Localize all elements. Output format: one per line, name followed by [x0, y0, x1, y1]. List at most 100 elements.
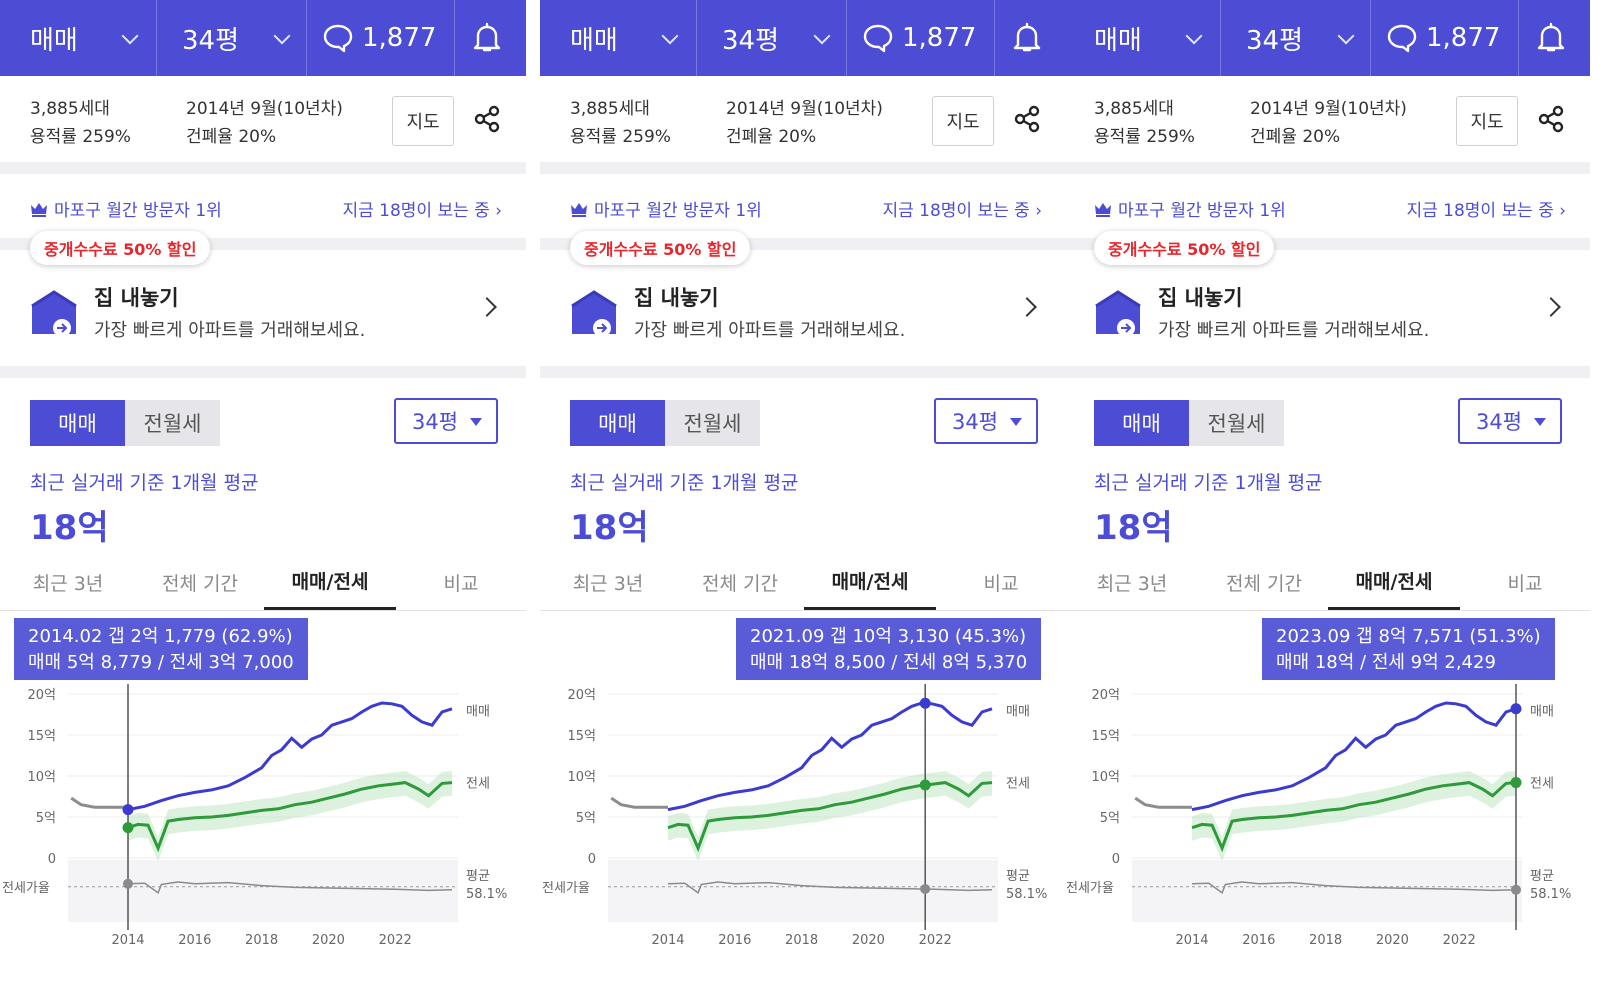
average-label: 평균: [1006, 869, 1030, 884]
build-date: 2014년 9월(10년차): [1250, 99, 1407, 119]
average-price: 18억: [570, 508, 649, 548]
divider: [846, 0, 847, 76]
price-basis-label: 최근 실거래 기준 1개월 평균: [570, 472, 799, 494]
tooltip-gap-line: 2014.02 갭 2억 1,779 (62.9%): [28, 626, 293, 647]
tab-sale-jeonse[interactable]: 매매/전세: [804, 554, 936, 610]
divider: [306, 0, 307, 76]
average-price: 18억: [30, 508, 109, 548]
live-viewers-link[interactable]: 지금 18명이 보는 중 ›: [1406, 196, 1566, 221]
dropdown-arrow-icon: [1010, 418, 1022, 426]
notification-button[interactable]: [472, 0, 502, 76]
notification-button[interactable]: [1012, 0, 1042, 76]
size-selector[interactable]: 34평: [1246, 0, 1303, 76]
toggle-sale[interactable]: 매매: [570, 400, 665, 446]
price-basis-label: 최근 실거래 기준 1개월 평균: [30, 472, 259, 494]
chevron-right-icon: [1017, 297, 1037, 317]
chevron-down-icon: [121, 27, 139, 45]
live-viewers-text: 지금 18명이 보는 중: [342, 201, 490, 221]
visitor-rank-text: 마포구 월간 방문자 1위: [1118, 201, 1286, 221]
deal-type-selector[interactable]: 매매: [30, 0, 78, 76]
toggle-rent[interactable]: 전월세: [683, 412, 742, 436]
jeonse-marker: [122, 822, 134, 834]
tab-compare[interactable]: 비교: [443, 572, 479, 595]
list-home-banner[interactable]: 집 내놓기 가장 빠르게 아파트를 거래해보세요.: [1064, 270, 1590, 366]
sale-marker: [919, 697, 931, 709]
size-dropdown[interactable]: 34평: [934, 398, 1038, 444]
price-chart[interactable]: 20억 15억 10억 5억 0 2014 2016 2018 2020 2022 전세가율 평균 58…: [1064, 684, 1590, 954]
live-viewers-link[interactable]: 지금 18명이 보는 중 ›: [882, 196, 1042, 221]
deal-type-label: 매매: [570, 25, 618, 56]
share-icon[interactable]: [1012, 104, 1042, 134]
list-home-banner[interactable]: 집 내놓기 가장 빠르게 아파트를 거래해보세요.: [0, 270, 526, 366]
map-button[interactable]: 지도: [1456, 96, 1518, 146]
y-tick-label: 10억: [27, 770, 56, 785]
tab-recent-3y[interactable]: 최근 3년: [32, 572, 104, 595]
commission-discount-badge: 중개수수료 50% 할인: [30, 231, 211, 265]
chevron-down-icon: [813, 27, 831, 45]
chart-tooltip: 2014.02 갭 2억 1,779 (62.9%) 매매 5억 8,779 /…: [14, 618, 308, 680]
size-dropdown-value: 34평: [412, 410, 459, 434]
size-selector[interactable]: 34평: [182, 0, 239, 76]
tab-recent-3y[interactable]: 최근 3년: [1096, 572, 1168, 595]
size-dropdown[interactable]: 34평: [1458, 398, 1562, 444]
tab-sale-jeonse[interactable]: 매매/전세: [264, 554, 396, 610]
divider: [696, 0, 697, 76]
size-selector[interactable]: 34평: [722, 0, 779, 76]
map-button[interactable]: 지도: [932, 96, 994, 146]
price-chart[interactable]: 20억 15억 10억 5억 0 2014 2016 2018 2020 2022 전세가율 평균 58…: [0, 684, 526, 954]
deal-type-toggle: 매매 전월세: [30, 400, 220, 446]
list-home-subtitle: 가장 빠르게 아파트를 거래해보세요.: [1158, 320, 1430, 341]
tab-sale-jeonse[interactable]: 매매/전세: [1328, 554, 1460, 610]
tooltip-gap-line: 2021.09 갭 10억 3,130 (45.3%): [750, 626, 1027, 647]
y-tick-label: 0: [48, 852, 56, 867]
y-tick-label: 5억: [36, 811, 56, 826]
share-icon[interactable]: [472, 104, 502, 134]
jeonse-series-label: 전세: [1006, 777, 1030, 792]
x-tick-label: 2022: [1443, 933, 1476, 948]
comments-button[interactable]: 1,877: [322, 0, 436, 76]
deal-type-selector[interactable]: 매매: [570, 0, 618, 76]
list-home-banner[interactable]: 집 내놓기 가장 빠르게 아파트를 거래해보세요.: [540, 270, 1066, 366]
toggle-sale[interactable]: 매매: [1094, 400, 1189, 446]
chevron-right-icon: ›: [1559, 201, 1566, 221]
toggle-sale[interactable]: 매매: [30, 400, 125, 446]
comments-button[interactable]: 1,877: [862, 0, 976, 76]
toggle-rent[interactable]: 전월세: [143, 412, 202, 436]
live-viewers-link[interactable]: 지금 18명이 보는 중 ›: [342, 196, 502, 221]
x-tick-label: 2020: [1376, 933, 1409, 948]
sale-line: [1191, 701, 1517, 812]
x-tick-label: 2014: [111, 933, 144, 948]
comments-button[interactable]: 1,877: [1386, 0, 1500, 76]
jeonse-series-label: 전세: [466, 777, 490, 792]
dropdown-arrow-icon: [1534, 418, 1546, 426]
chevron-down-icon: [1337, 27, 1355, 45]
y-tick-label: 15억: [1091, 729, 1120, 744]
divider: [454, 0, 455, 76]
tab-all-period[interactable]: 전체 기간: [162, 572, 238, 595]
household-count: 3,885세대: [570, 99, 650, 119]
price-chart[interactable]: 20억 15억 10억 5억 0 2014 2016 2018 2020 2022 전세가율 평균 58…: [540, 684, 1066, 954]
jeonse-line: [667, 781, 993, 853]
presale-line: [70, 796, 128, 809]
share-icon[interactable]: [1536, 104, 1566, 134]
tab-compare[interactable]: 비교: [1507, 572, 1543, 595]
tab-recent-3y[interactable]: 최근 3년: [572, 572, 644, 595]
size-dropdown[interactable]: 34평: [394, 398, 498, 444]
household-count: 3,885세대: [1094, 99, 1174, 119]
y-tick-label: 20억: [567, 688, 596, 703]
speech-bubble-icon: [863, 24, 893, 53]
deal-type-selector[interactable]: 매매: [1094, 0, 1142, 76]
comment-count: 1,877: [1426, 23, 1501, 53]
tab-all-period[interactable]: 전체 기간: [1226, 572, 1302, 595]
tab-compare[interactable]: 비교: [983, 572, 1019, 595]
y-tick-label: 0: [1112, 852, 1120, 867]
visitor-rank-text: 마포구 월간 방문자 1위: [594, 201, 762, 221]
toggle-rent[interactable]: 전월세: [1207, 412, 1266, 436]
sale-series-label: 매매: [466, 704, 490, 719]
tab-all-period[interactable]: 전체 기간: [702, 572, 778, 595]
notification-button[interactable]: [1536, 0, 1566, 76]
visitor-rank: 마포구 월간 방문자 1위: [30, 196, 222, 221]
map-button[interactable]: 지도: [392, 96, 454, 146]
top-bar: 매매 34평 1,877: [1064, 0, 1590, 76]
